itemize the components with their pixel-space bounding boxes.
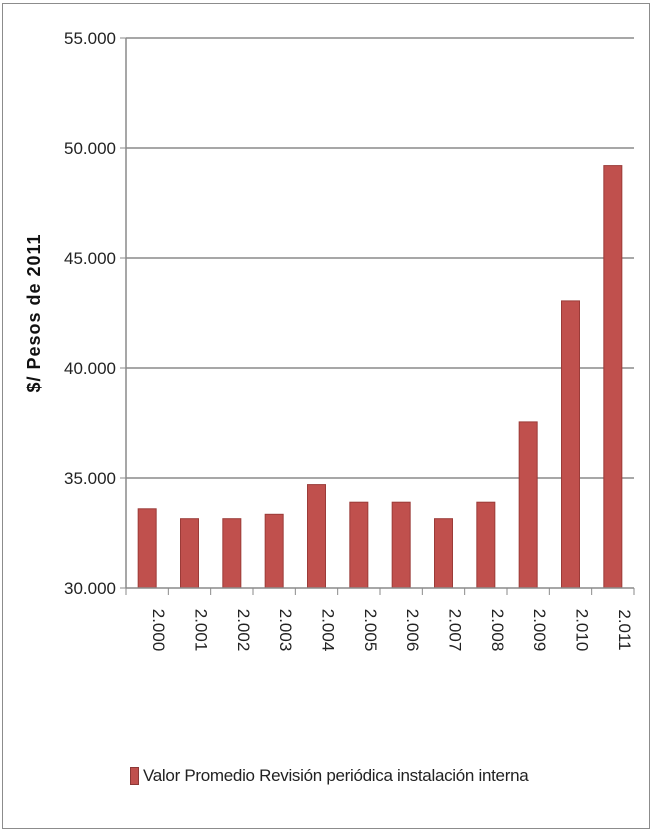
gridlines <box>120 37 634 589</box>
x-tick-labels: 2.000 2.001 2.002 2.003 2.004 2.005 2.006 2.007… <box>149 609 634 652</box>
bars <box>137 165 623 589</box>
legend-label: Valor Promedio Revisión periódica instal… <box>143 766 529 785</box>
x-tick-label: 2.001 <box>192 609 211 652</box>
y-tick-label: 40.000 <box>64 359 116 378</box>
x-tick-label: 2.002 <box>234 609 253 652</box>
bar <box>603 165 623 589</box>
bar <box>137 508 157 589</box>
legend: Valor Promedio Revisión periódica instal… <box>130 766 529 786</box>
y-tick-label: 45.000 <box>64 249 116 268</box>
y-tick-label: 50.000 <box>64 139 116 158</box>
x-tick-label: 2.008 <box>488 609 507 652</box>
x-tick-label: 2.004 <box>319 609 338 652</box>
bar <box>180 518 199 589</box>
bar <box>518 421 538 589</box>
x-tick-label: 2.010 <box>573 609 592 652</box>
bar <box>264 513 284 589</box>
bar <box>391 501 411 589</box>
x-tick-label: 2.003 <box>276 609 295 652</box>
legend-swatch <box>130 767 139 785</box>
x-tick-label: 2.009 <box>530 609 549 652</box>
x-tick-label: 2.005 <box>361 609 380 652</box>
bar <box>434 518 453 589</box>
bar <box>349 501 369 589</box>
y-axis-label: $/ Pesos de 2011 <box>24 233 44 392</box>
bar <box>476 501 496 589</box>
y-tick-label: 30.000 <box>64 579 116 598</box>
bar <box>222 518 242 589</box>
x-tick-label: 2.000 <box>149 609 168 652</box>
y-tick-label: 35.000 <box>64 469 116 488</box>
x-tick-label: 2.007 <box>446 609 465 652</box>
bar <box>307 484 326 589</box>
y-tick-label: 55.000 <box>64 29 116 48</box>
y-tick-labels: 30.000 35.000 40.000 45.000 50.000 55.000 <box>64 29 116 598</box>
x-tick-label: 2.006 <box>403 609 422 652</box>
bar <box>561 300 580 589</box>
chart-frame <box>2 3 650 829</box>
x-tick-label: 2.011 <box>615 609 634 650</box>
axes <box>125 38 635 595</box>
